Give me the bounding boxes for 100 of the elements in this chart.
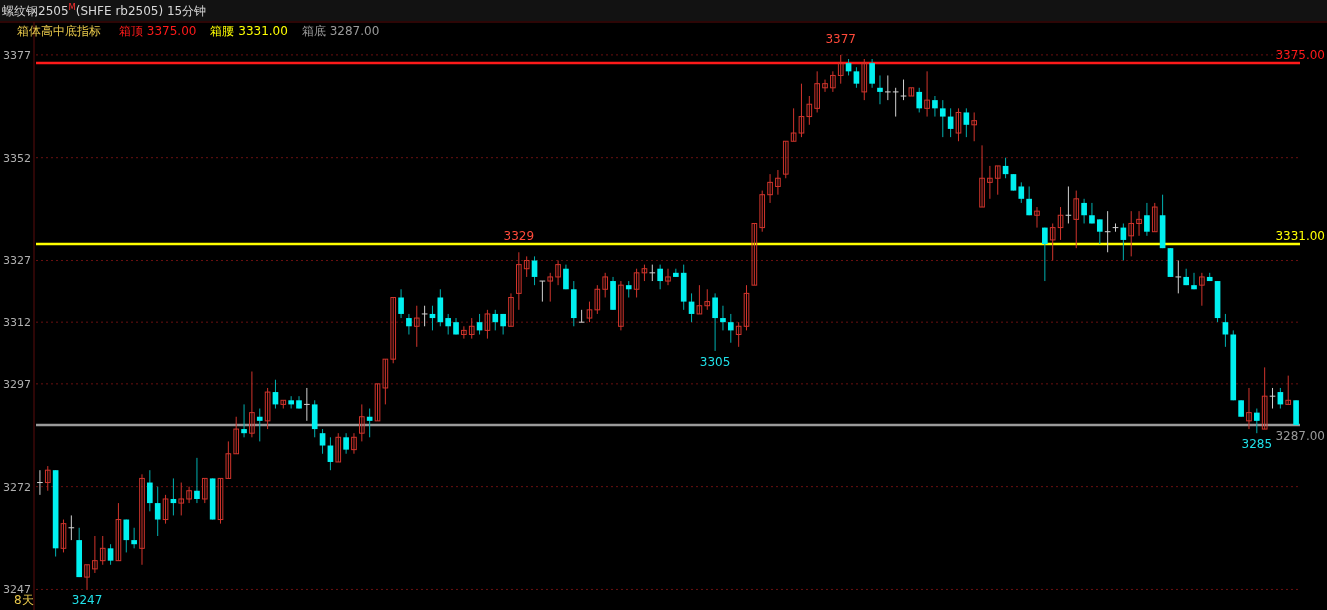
ytick: 3272	[3, 480, 31, 494]
candlestick	[547, 272, 554, 303]
candlestick	[586, 301, 593, 323]
candlestick	[1285, 375, 1292, 405]
candlestick	[955, 107, 962, 142]
candlestick	[743, 284, 750, 331]
candlestick	[484, 309, 491, 340]
annotation: 3305	[699, 354, 731, 369]
candlestick	[932, 95, 938, 118]
annotation: 8天	[14, 593, 34, 607]
candlestick	[413, 305, 420, 348]
candlestick	[249, 371, 255, 438]
candlestick	[1057, 206, 1064, 241]
candlestick	[751, 222, 758, 286]
candlestick	[1261, 366, 1268, 430]
annotation: 3377	[825, 31, 856, 46]
candlestick	[1222, 313, 1229, 348]
candlestick	[1034, 206, 1040, 229]
candlestick	[618, 280, 624, 331]
candlestick	[563, 264, 569, 290]
candlestick	[225, 440, 232, 479]
candlestick	[735, 321, 742, 348]
candlestick	[1049, 222, 1056, 261]
candlestick	[123, 519, 130, 553]
candlestick	[853, 66, 860, 89]
candlestick	[1246, 387, 1252, 430]
candlestick	[830, 70, 836, 93]
candlestick	[1136, 210, 1142, 237]
candlestick	[1096, 218, 1103, 245]
candlestick	[531, 255, 538, 286]
candlestick	[1253, 408, 1260, 434]
title: 螺纹钢2505$^{M}$(SHFE rb2505) 15分钟	[2, 2, 207, 18]
ytick: 3297	[3, 377, 31, 391]
candlestick	[233, 416, 240, 455]
legend-item: 箱底 3287.00	[301, 24, 380, 38]
candlestick	[987, 165, 993, 200]
ref-label: 3287.00	[1275, 428, 1325, 443]
candlestick	[963, 107, 970, 138]
candlestick	[358, 403, 365, 442]
candlestick	[939, 99, 946, 138]
candlestick	[461, 325, 467, 340]
candlestick	[1144, 202, 1150, 237]
candlestick	[767, 173, 773, 204]
candlestick	[343, 432, 349, 455]
ytick: 3312	[3, 316, 31, 330]
candlestick	[673, 268, 679, 278]
candlestick	[861, 58, 868, 101]
candlestick	[1018, 181, 1025, 204]
candlestick	[837, 54, 844, 85]
candlestick	[727, 313, 734, 344]
candlestick	[1042, 227, 1048, 282]
candlestick	[712, 292, 718, 352]
candlestick	[775, 169, 781, 196]
candlestick	[178, 482, 185, 516]
candlestick	[147, 469, 153, 512]
candlestick	[1026, 185, 1032, 216]
candlestick	[1073, 190, 1080, 249]
candlestick	[759, 190, 766, 233]
candlestick	[445, 313, 451, 335]
candlestick	[594, 284, 601, 315]
annotation: 3247	[71, 593, 103, 608]
candlestick	[1175, 259, 1182, 294]
candlestick	[468, 317, 475, 340]
candlestick	[335, 432, 342, 463]
legend-item: 箱腰 3331.00	[210, 24, 288, 38]
candlestick	[201, 477, 208, 504]
candlestick	[139, 473, 145, 566]
candlestick	[304, 387, 310, 422]
candlestick	[194, 457, 200, 504]
candlestick	[92, 535, 98, 574]
candlestick	[60, 519, 67, 553]
candlestick	[822, 79, 828, 93]
candlestick	[1081, 198, 1087, 224]
candlestick	[971, 111, 978, 142]
candlestick	[374, 383, 381, 422]
candlestick	[406, 313, 412, 335]
ref-label: 3331.00	[1275, 229, 1325, 244]
candlestick	[382, 358, 389, 405]
candlestick	[806, 95, 813, 126]
candlestick	[704, 288, 711, 311]
candlestick	[84, 564, 90, 590]
candlestick	[1151, 202, 1158, 233]
candlestick	[1199, 272, 1205, 307]
candlestick	[351, 432, 357, 455]
ytick: 3327	[3, 254, 31, 268]
candlestick	[217, 477, 224, 525]
candlestick	[869, 58, 875, 89]
subtitle: 箱体高中底指标	[17, 24, 101, 38]
candlestick	[696, 284, 703, 315]
candlestick	[492, 309, 499, 331]
candlestick	[555, 259, 561, 286]
candlestick	[924, 70, 930, 118]
candlestick	[994, 165, 1001, 196]
candlestick	[665, 268, 671, 286]
legend-item: 箱顶 3375.00	[119, 24, 197, 38]
candlestick	[264, 387, 271, 430]
candlestick	[814, 70, 820, 113]
candlestick	[154, 486, 161, 537]
candlestick	[256, 408, 263, 442]
candlestick	[115, 502, 122, 562]
